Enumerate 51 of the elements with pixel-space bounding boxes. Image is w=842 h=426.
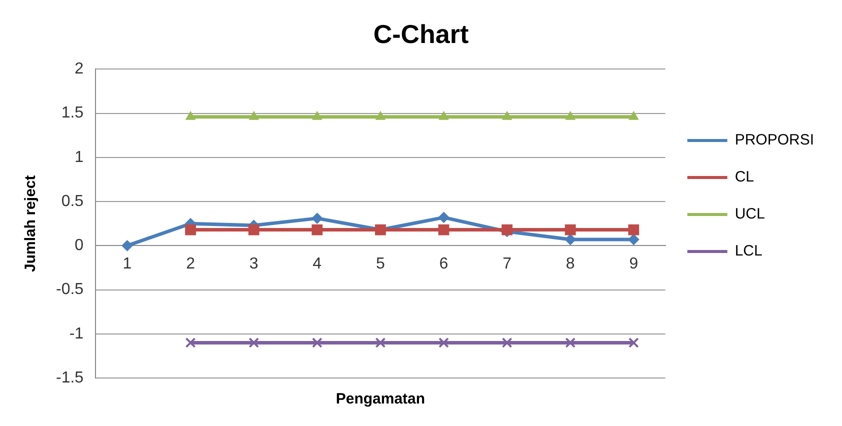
- x-tick-label: 4: [312, 256, 322, 273]
- legend-label: CL: [734, 168, 754, 186]
- point: [248, 224, 260, 236]
- x-tick-label: 6: [439, 256, 448, 273]
- x-tick-label: 5: [376, 256, 385, 273]
- x-tick-label: 7: [502, 256, 512, 273]
- x-tick-label: 2: [186, 256, 196, 273]
- chart-title: C-Chart: [373, 18, 469, 49]
- point: [312, 337, 322, 348]
- point: [312, 212, 323, 224]
- point: [122, 240, 133, 252]
- point: [564, 234, 576, 245]
- y-tick-label: 2: [74, 60, 84, 78]
- point: [628, 111, 638, 120]
- point: [375, 337, 386, 348]
- point: [186, 111, 196, 120]
- point: [566, 111, 576, 120]
- point: [628, 234, 640, 245]
- y-tick-label: 0: [74, 237, 84, 254]
- x-tick-label: 1: [122, 256, 132, 273]
- point: [249, 111, 259, 120]
- point: [185, 337, 196, 348]
- point: [438, 224, 450, 236]
- legend-label: LCL: [734, 242, 762, 260]
- point: [185, 224, 196, 236]
- y-tick-label: -0.5: [56, 281, 84, 298]
- point: [502, 111, 512, 120]
- point: [312, 111, 322, 120]
- point: [565, 337, 576, 348]
- point: [502, 337, 512, 348]
- y-tick-label: 1: [74, 148, 84, 166]
- point: [628, 337, 639, 348]
- point: [438, 111, 449, 120]
- legend-label: UCL: [734, 206, 765, 223]
- y-axis-title: Jumlah reject: [22, 175, 40, 272]
- point: [438, 337, 449, 348]
- y-tick-label: -1: [69, 325, 84, 342]
- x-axis-title: Pengamatan: [336, 390, 426, 408]
- point: [376, 111, 386, 120]
- x-tick-label: 3: [249, 256, 258, 273]
- y-tick-label: 1.5: [61, 104, 84, 122]
- x-tick-label: 8: [566, 256, 575, 273]
- y-tick-label: 0.5: [61, 192, 84, 210]
- legend-label: PROPORSI: [734, 132, 814, 149]
- point: [248, 337, 260, 348]
- y-tick-label: -1.5: [56, 369, 84, 386]
- x-tick-label: 9: [629, 256, 638, 273]
- point: [564, 224, 576, 236]
- point: [312, 224, 323, 236]
- point: [438, 212, 450, 223]
- point: [628, 224, 640, 236]
